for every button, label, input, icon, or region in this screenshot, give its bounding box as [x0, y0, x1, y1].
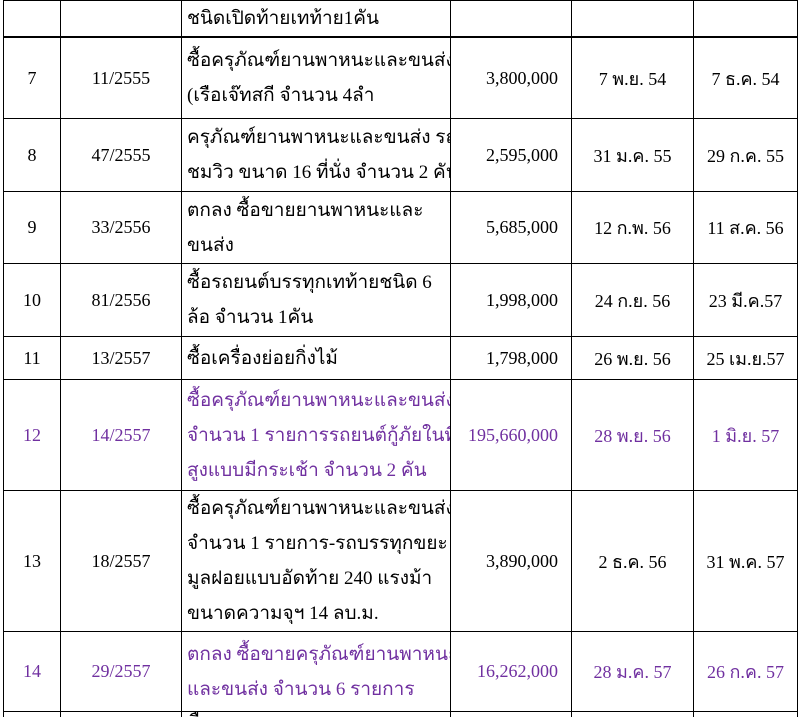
description-line: จำนวน 1 รายการ-รถบรรทุกขยะ — [187, 526, 445, 561]
table-row-partial-top: ชนิดเปิดท้ายเทท้าย1คัน — [4, 1, 798, 38]
cell-description: ชนิดเปิดท้ายเทท้าย1คัน — [182, 1, 451, 38]
cell-date-2: 25 เม.ย.57 — [694, 337, 798, 380]
cell-doc-no: 14/2557 — [61, 380, 182, 491]
description-line: ครุภัณฑ์ยานพาหนะและขนส่ง รถ — [187, 120, 445, 155]
table-row-12-highlighted: 12 14/2557 ซื้อครุภัณฑ์ยานพาหนะและขนส่ง … — [4, 380, 798, 491]
description-line: ซื้อ — [187, 712, 445, 717]
cell-amount — [451, 712, 572, 717]
cell-no: 13 — [4, 491, 61, 632]
cell-no: 12 — [4, 380, 61, 491]
description-line: ล้อ จำนวน 1คัน — [187, 300, 445, 335]
description-line: ขนส่ง — [187, 228, 445, 263]
cell-no: 11 — [4, 337, 61, 380]
cell-doc-no: 13/2557 — [61, 337, 182, 380]
table-row-7: 7 11/2555 ซื้อครุภัณฑ์ยานพาหนะและขนส่ง (… — [4, 37, 798, 119]
cell-date-2: 23 มี.ค.57 — [694, 264, 798, 337]
cell-description: ซื้อครุภัณฑ์ยานพาหนะและขนส่ง จำนวน 1 ราย… — [182, 491, 451, 632]
cell-description: ซื้อเครื่องย่อยกิ่งไม้ — [182, 337, 451, 380]
cell-date-1: 12 ก.พ. 56 — [572, 192, 694, 264]
description-line: จำนวน 1 รายการรถยนต์กู้ภัยในที่ — [187, 418, 445, 453]
cell-date-1: 28 พ.ย. 56 — [572, 380, 694, 491]
cell-doc-no: 18/2557 — [61, 491, 182, 632]
cell-date-1: 31 ม.ค. 55 — [572, 119, 694, 192]
description-line: สูงแบบมีกระเช้า จำนวน 2 คัน — [187, 453, 445, 488]
cell-amount: 16,262,000 — [451, 632, 572, 712]
description-line: ซื้อครุภัณฑ์ยานพาหนะและขนส่ง — [187, 383, 445, 418]
table-row-9: 9 33/2556 ตกลง ซื้อขายยานพาหนะและ ขนส่ง … — [4, 192, 798, 264]
table-row-partial-bottom: ซื้อ — [4, 712, 798, 717]
cell-amount: 1,998,000 — [451, 264, 572, 337]
cell-amount: 2,595,000 — [451, 119, 572, 192]
description-line: ตกลง ซื้อขายยานพาหนะและ — [187, 193, 445, 228]
table-row-11: 11 13/2557 ซื้อเครื่องย่อยกิ่งไม้ 1,798,… — [4, 337, 798, 380]
description-line: (เรือเจ๊ทสกี จำนวน 4ลำ — [187, 78, 445, 113]
cell-no — [4, 1, 61, 38]
cell-no: 10 — [4, 264, 61, 337]
cell-no: 14 — [4, 632, 61, 712]
cell-description: ตกลง ซื้อขายยานพาหนะและ ขนส่ง — [182, 192, 451, 264]
cell-date-1: 28 ม.ค. 57 — [572, 632, 694, 712]
cell-date-2: 31 พ.ค. 57 — [694, 491, 798, 632]
cell-doc-no — [61, 1, 182, 38]
cell-amount: 3,890,000 — [451, 491, 572, 632]
description-line: ซื้อรถยนต์บรรทุกเทท้ายชนิด 6 — [187, 265, 445, 300]
cell-no: 7 — [4, 37, 61, 119]
cell-date-2 — [694, 712, 798, 717]
cell-doc-no — [61, 712, 182, 717]
description-line: ตกลง ซื้อขายครุภัณฑ์ยานพาหนะ — [187, 637, 445, 672]
cell-date-1: 2 ธ.ค. 56 — [572, 491, 694, 632]
cell-date-2: 26 ก.ค. 57 — [694, 632, 798, 712]
cell-description: ซื้อ — [182, 712, 451, 717]
cell-date-1 — [572, 1, 694, 38]
table-row-14-highlighted: 14 29/2557 ตกลง ซื้อขายครุภัณฑ์ยานพาหนะ … — [4, 632, 798, 712]
cell-date-1: 24 ก.ย. 56 — [572, 264, 694, 337]
table-row-13: 13 18/2557 ซื้อครุภัณฑ์ยานพาหนะและขนส่ง … — [4, 491, 798, 632]
procurement-table: ชนิดเปิดท้ายเทท้าย1คัน 7 11/2555 ซื้อครุ… — [3, 0, 798, 717]
cell-amount: 3,800,000 — [451, 37, 572, 119]
cell-amount: 5,685,000 — [451, 192, 572, 264]
cell-amount: 1,798,000 — [451, 337, 572, 380]
cell-date-1: 7 พ.ย. 54 — [572, 37, 694, 119]
description-line: ซื้อเครื่องย่อยกิ่งไม้ — [187, 341, 445, 376]
cell-doc-no: 33/2556 — [61, 192, 182, 264]
cell-doc-no: 29/2557 — [61, 632, 182, 712]
cell-date-1: 26 พ.ย. 56 — [572, 337, 694, 380]
cell-date-1 — [572, 712, 694, 717]
description-line: ซื้อครุภัณฑ์ยานพาหนะและขนส่ง — [187, 43, 445, 78]
cell-date-2: 1 มิ.ย. 57 — [694, 380, 798, 491]
cell-description: ซื้อครุภัณฑ์ยานพาหนะและขนส่ง จำนวน 1 ราย… — [182, 380, 451, 491]
description-line: ซื้อครุภัณฑ์ยานพาหนะและขนส่ง — [187, 491, 445, 526]
description-line: และขนส่ง จำนวน 6 รายการ — [187, 672, 445, 707]
table-row-10: 10 81/2556 ซื้อรถยนต์บรรทุกเทท้ายชนิด 6 … — [4, 264, 798, 337]
cell-date-2: 29 ก.ค. 55 — [694, 119, 798, 192]
table-row-8: 8 47/2555 ครุภัณฑ์ยานพาหนะและขนส่ง รถ ชม… — [4, 119, 798, 192]
cell-description: ซื้อรถยนต์บรรทุกเทท้ายชนิด 6 ล้อ จำนวน 1… — [182, 264, 451, 337]
cell-date-2 — [694, 1, 798, 38]
description-line: ชมวิว ขนาด 16 ที่นั่ง จำนวน 2 คัน — [187, 155, 445, 190]
cell-description: ครุภัณฑ์ยานพาหนะและขนส่ง รถ ชมวิว ขนาด 1… — [182, 119, 451, 192]
cell-doc-no: 47/2555 — [61, 119, 182, 192]
cell-description: ซื้อครุภัณฑ์ยานพาหนะและขนส่ง (เรือเจ๊ทสก… — [182, 37, 451, 119]
description-line: มูลฝอยแบบอัดท้าย 240 แรงม้า — [187, 561, 445, 596]
cell-doc-no: 11/2555 — [61, 37, 182, 119]
cell-description: ตกลง ซื้อขายครุภัณฑ์ยานพาหนะ และขนส่ง จำ… — [182, 632, 451, 712]
cell-date-2: 7 ธ.ค. 54 — [694, 37, 798, 119]
description-line: ขนาดความจุฯ 14 ลบ.ม. — [187, 596, 445, 631]
cell-no: 9 — [4, 192, 61, 264]
cell-date-2: 11 ส.ค. 56 — [694, 192, 798, 264]
cell-amount: 195,660,000 — [451, 380, 572, 491]
description-line: ชนิดเปิดท้ายเทท้าย1คัน — [187, 1, 445, 36]
cell-amount — [451, 1, 572, 38]
cell-doc-no: 81/2556 — [61, 264, 182, 337]
cell-no — [4, 712, 61, 717]
cell-no: 8 — [4, 119, 61, 192]
